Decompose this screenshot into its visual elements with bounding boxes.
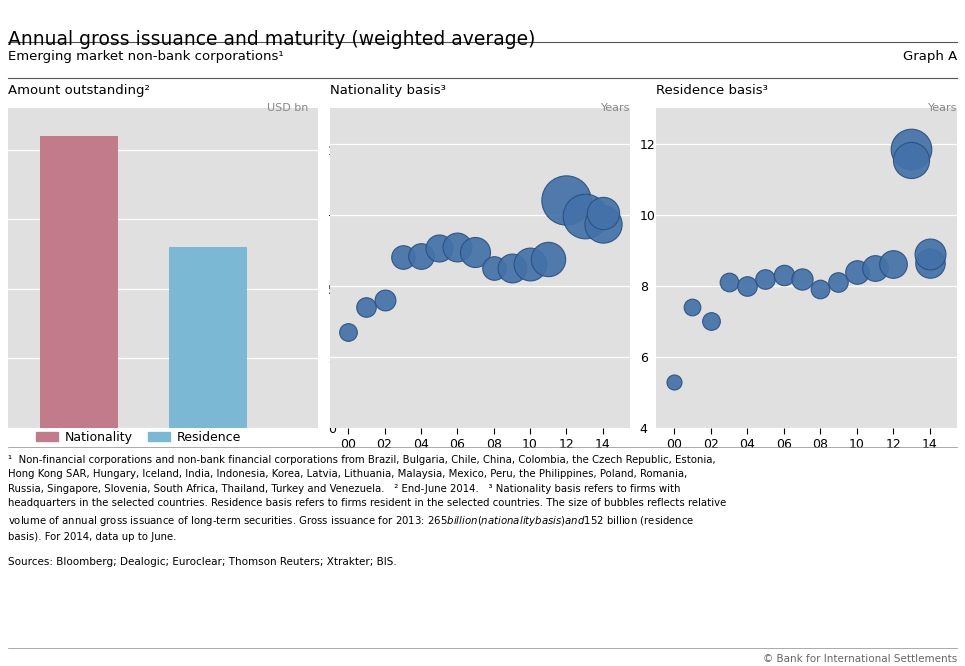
Point (468, 246, 483, 257)
Point (413, 250, 428, 261)
Point (341, 326, 356, 337)
Point (721, 277, 736, 288)
Point (450, 241, 465, 252)
Point (813, 284, 828, 294)
Point (577, 211, 593, 222)
Point (685, 302, 701, 312)
Point (540, 254, 556, 264)
Point (667, 376, 682, 387)
Point (739, 280, 755, 291)
Point (794, 273, 810, 284)
Bar (41, 136, 118, 428)
Point (559, 195, 574, 206)
Point (703, 316, 719, 326)
Text: Annual gross issuance and maturity (weighted average): Annual gross issuance and maturity (weig… (8, 30, 536, 49)
Text: USD bn: USD bn (266, 103, 308, 113)
Point (903, 144, 919, 155)
Point (595, 218, 611, 229)
Point (868, 262, 883, 273)
Point (504, 262, 519, 273)
Point (431, 243, 447, 254)
Point (395, 252, 410, 262)
Text: Emerging market non-bank corporations¹: Emerging market non-bank corporations¹ (8, 50, 284, 63)
Text: Amount outstanding²: Amount outstanding² (8, 84, 150, 97)
Point (595, 208, 611, 218)
Text: Graph A: Graph A (902, 50, 957, 63)
Text: ¹  Non-financial corporations and non-bank financial corporations from Brazil, B: ¹ Non-financial corporations and non-ban… (8, 455, 727, 542)
Bar (170, 247, 247, 428)
Text: Sources: Bloomberg; Dealogic; Euroclear; Thomson Reuters; Xtrakter; BIS.: Sources: Bloomberg; Dealogic; Euroclear;… (8, 557, 397, 567)
Point (922, 248, 937, 259)
Point (776, 270, 791, 280)
Text: Residence basis³: Residence basis³ (656, 84, 768, 97)
Point (758, 273, 773, 284)
Point (486, 262, 502, 273)
Point (376, 294, 392, 305)
Point (922, 257, 937, 268)
Point (522, 259, 538, 270)
Point (886, 259, 901, 270)
Text: Years: Years (927, 103, 957, 113)
Legend: Nationality, Residence: Nationality, Residence (31, 426, 246, 449)
Text: © Bank for International Settlements: © Bank for International Settlements (762, 654, 957, 664)
Text: Nationality basis³: Nationality basis³ (330, 84, 446, 97)
Point (831, 277, 846, 288)
Point (849, 266, 865, 277)
Point (359, 302, 374, 312)
Point (903, 155, 919, 165)
Text: Years: Years (600, 103, 630, 113)
